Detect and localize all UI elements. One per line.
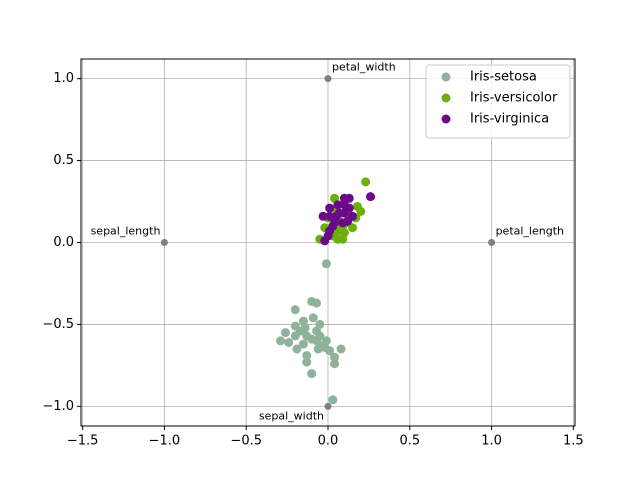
legend-marker [441, 72, 451, 82]
point [328, 395, 338, 405]
point [339, 200, 349, 210]
legend-label: Iris-virginica [470, 112, 549, 127]
y-tick-label: −0.5 [42, 317, 74, 332]
legend-marker [441, 114, 451, 124]
x-tick-label: 1.5 [563, 434, 584, 449]
x-tick-label: 0.0 [318, 434, 339, 449]
legend-box [425, 64, 571, 139]
point [290, 305, 300, 315]
point [312, 336, 322, 346]
point [284, 337, 294, 347]
x-tick-label: 1.0 [481, 434, 502, 449]
point [302, 331, 312, 341]
point [307, 369, 317, 379]
point [348, 223, 358, 233]
point [276, 336, 286, 346]
point [339, 193, 349, 203]
point [361, 177, 371, 187]
point [333, 200, 343, 210]
point [298, 339, 308, 349]
point [298, 316, 308, 326]
y-tick-label: −1.0 [42, 399, 74, 414]
anchor-label: sepal_width [259, 409, 324, 422]
x-tick-label: −0.5 [230, 434, 262, 449]
anchor-label: sepal_length [91, 225, 161, 238]
point [325, 203, 335, 213]
point [352, 201, 362, 211]
legend: Iris-setosa Iris-versicolor Iris-virginica [425, 64, 571, 139]
point [325, 211, 335, 221]
legend-marker [441, 93, 451, 103]
anchor-point [324, 75, 332, 83]
point [292, 344, 302, 354]
anchor-point [160, 239, 168, 246]
point [348, 211, 358, 221]
plot-frame [80, 58, 576, 427]
point [334, 208, 344, 218]
point [302, 351, 312, 361]
legend-label: Iris-versicolor [470, 91, 558, 106]
y-tick-label: 0.0 [53, 235, 74, 250]
y-tick-label: 0.5 [53, 153, 74, 168]
x-tick-label: 0.5 [399, 434, 420, 449]
point [328, 221, 338, 231]
anchor-label: petal_width [332, 61, 396, 74]
point [320, 342, 330, 352]
point [295, 326, 305, 336]
x-tick-label: −1.0 [149, 434, 181, 449]
point [336, 344, 346, 354]
y-tick-label: 1.0 [53, 71, 74, 86]
anchor-point [488, 239, 496, 246]
point [312, 298, 322, 308]
point [366, 192, 376, 202]
anchor-point [324, 402, 332, 410]
x-tick-label: −1.5 [67, 434, 99, 449]
point [318, 211, 328, 221]
point [280, 328, 290, 338]
point [321, 259, 331, 269]
point [330, 359, 340, 369]
point [302, 357, 312, 367]
point [330, 352, 340, 362]
legend-label: Iris-setosa [470, 70, 537, 85]
point [308, 313, 318, 323]
point [312, 326, 322, 336]
anchor-label: petal_length [496, 225, 564, 238]
